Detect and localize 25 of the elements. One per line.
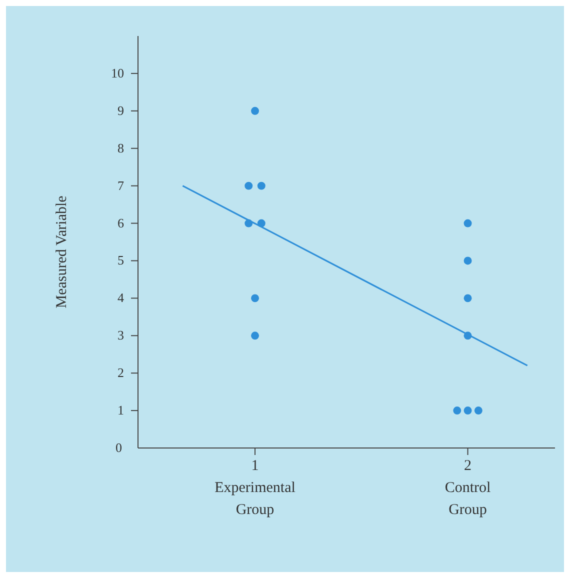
point	[453, 406, 462, 415]
point	[251, 106, 260, 115]
y-tick-label: 0	[116, 440, 122, 455]
y-tick-label: 5	[118, 252, 124, 268]
point	[251, 332, 260, 340]
y-axis-title: Measured Variable	[54, 195, 70, 308]
y-tick-label: 2	[118, 365, 124, 380]
y-tick-label: 9	[118, 102, 124, 118]
point	[464, 294, 472, 302]
y-tick-label: 10	[111, 65, 124, 80]
y-tick-label: 4	[118, 290, 124, 306]
x-tick-label: 2 Control Group	[444, 458, 491, 518]
point	[244, 182, 253, 190]
point	[464, 256, 472, 265]
y-tick-label: 7	[118, 178, 124, 193]
y-tick-label: 8	[118, 140, 124, 156]
x-tick-label: 1 Experimental Group	[214, 458, 296, 518]
point	[464, 219, 472, 228]
y-tick-label: 3	[118, 328, 124, 343]
y-tick-label: 1	[118, 402, 124, 418]
point	[464, 406, 472, 415]
y-tick-label: 6	[118, 215, 124, 230]
point	[474, 406, 482, 415]
point	[251, 294, 260, 302]
point	[257, 182, 266, 190]
